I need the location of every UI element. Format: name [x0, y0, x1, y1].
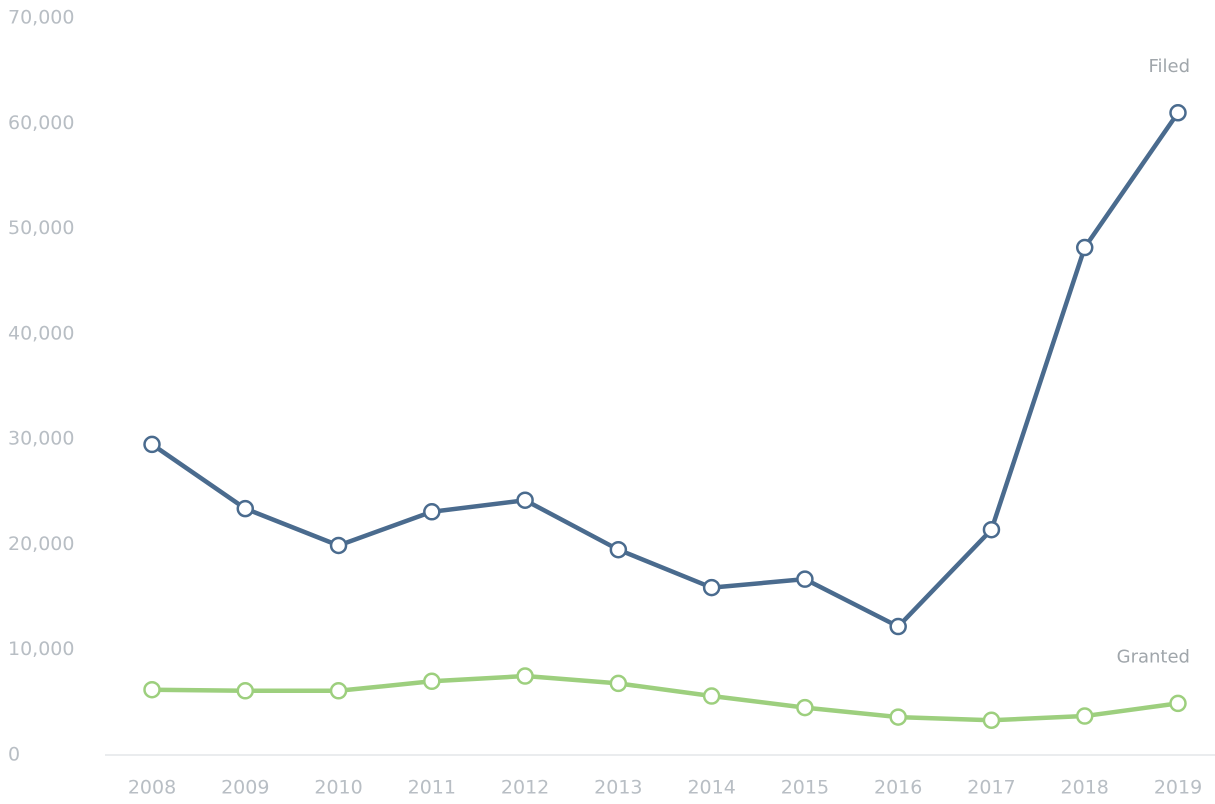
- x-tick-label: 2008: [128, 777, 176, 799]
- data-point: [982, 520, 1001, 539]
- y-tick-label: 70,000: [8, 7, 74, 29]
- data-point: [889, 617, 907, 636]
- data-point: [236, 682, 255, 700]
- series-line: [151, 673, 1179, 723]
- y-tick-label: 50,000: [8, 217, 74, 239]
- data-point: [702, 687, 721, 705]
- x-tick-label: 2017: [967, 777, 1015, 799]
- data-point: [1169, 694, 1187, 713]
- x-tick-label: 2014: [687, 777, 735, 799]
- y-tick-label: 0: [8, 744, 20, 766]
- data-point: [516, 667, 534, 685]
- data-point: [516, 491, 534, 509]
- data-point: [236, 499, 255, 518]
- data-point: [329, 536, 348, 555]
- data-point: [609, 674, 628, 693]
- data-point: [143, 680, 161, 699]
- series-label: Granted: [1117, 646, 1190, 667]
- series-label: Filed: [1148, 56, 1190, 77]
- x-tick-label: 2016: [874, 777, 922, 799]
- data-point: [982, 711, 1001, 730]
- data-point: [889, 708, 907, 726]
- data-point: [143, 435, 161, 454]
- data-point: [796, 698, 814, 717]
- x-tick-label: 2015: [781, 777, 829, 799]
- y-tick-label: 30,000: [8, 428, 74, 450]
- y-tick-label: 10,000: [8, 638, 74, 660]
- data-point: [423, 672, 441, 691]
- y-tick-label: 60,000: [8, 112, 74, 134]
- x-tick-label: 2009: [221, 777, 269, 799]
- x-tick-label: 2018: [1061, 777, 1109, 799]
- x-tick-label: 2010: [314, 777, 362, 799]
- data-point: [1169, 104, 1187, 122]
- data-point: [609, 540, 628, 559]
- data-point: [329, 682, 348, 700]
- x-tick-label: 2012: [501, 777, 549, 799]
- data-point: [796, 570, 814, 588]
- data-point: [1075, 707, 1094, 725]
- x-tick-label: 2019: [1154, 777, 1202, 799]
- x-tick-label: 2013: [594, 777, 642, 799]
- y-tick-label: 40,000: [8, 322, 74, 344]
- data-point: [423, 503, 441, 521]
- y-tick-label: 20,000: [8, 533, 74, 555]
- series-line: [150, 111, 1180, 629]
- data-point: [702, 578, 721, 597]
- data-point: [1075, 238, 1094, 257]
- x-tick-label: 2011: [408, 777, 456, 799]
